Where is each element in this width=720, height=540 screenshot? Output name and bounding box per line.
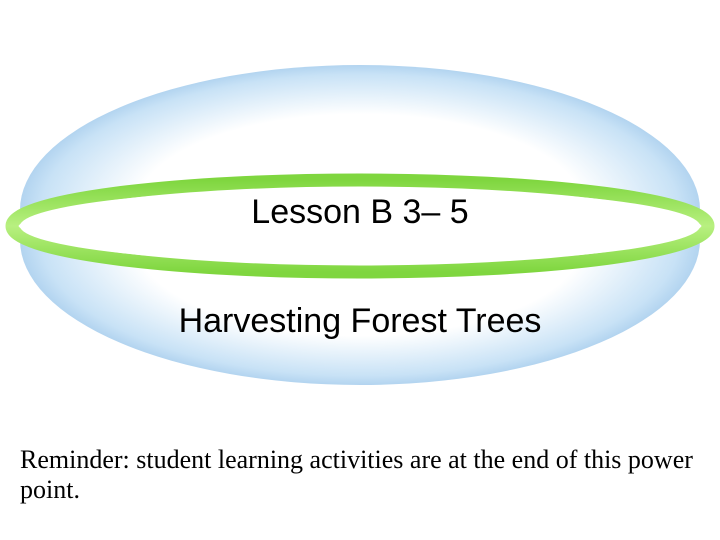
lesson-subtitle: Harvesting Forest Trees [0, 302, 720, 341]
slide: Lesson B 3– 5 Harvesting Forest Trees Re… [0, 0, 720, 540]
content-layer: Lesson B 3– 5 Harvesting Forest Trees Re… [0, 0, 720, 540]
reminder-text: Reminder: student learning activities ar… [20, 445, 700, 505]
lesson-title: Lesson B 3– 5 [0, 193, 720, 232]
